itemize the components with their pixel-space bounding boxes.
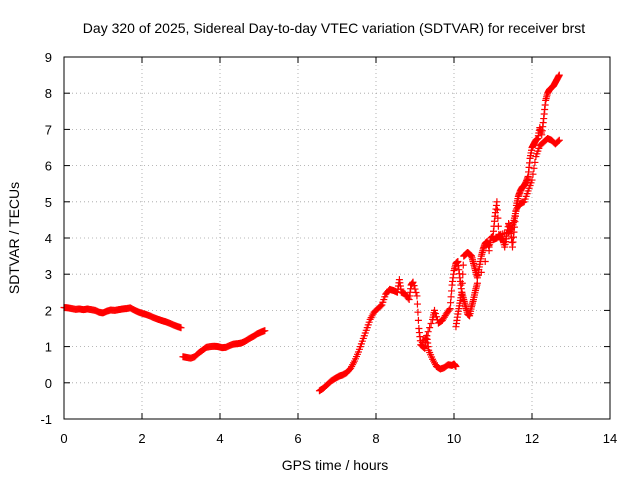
data-point xyxy=(531,158,539,166)
data-point xyxy=(459,270,467,278)
data-point xyxy=(452,363,460,371)
gridlines xyxy=(64,57,610,419)
y-tick-label: 1 xyxy=(45,340,52,355)
x-axis-label: GPS time / hours xyxy=(282,457,389,473)
data-point xyxy=(529,170,537,178)
x-tick-label: 2 xyxy=(138,431,145,446)
x-tick-label: 14 xyxy=(603,431,617,446)
data-point xyxy=(555,136,563,144)
data-point xyxy=(481,258,489,266)
y-tick-label: 3 xyxy=(45,267,52,282)
y-tick-label: 2 xyxy=(45,303,52,318)
data-point xyxy=(412,288,420,296)
data-point xyxy=(414,316,422,324)
y-tick-labels: -1 0 1 2 3 4 5 6 7 8 9 xyxy=(40,50,52,427)
data-point xyxy=(446,305,454,313)
data-point xyxy=(409,278,417,286)
x-tick-label: 8 xyxy=(372,431,379,446)
data-point xyxy=(528,176,536,184)
data-point xyxy=(494,214,502,222)
data-point xyxy=(424,328,432,336)
chart-title: Day 320 of 2025, Sidereal Day-to-day VTE… xyxy=(83,20,585,36)
x-tick-label: 12 xyxy=(525,431,539,446)
series-group xyxy=(417,71,563,349)
y-tick-label: 7 xyxy=(45,122,52,137)
data-point xyxy=(426,324,434,332)
data-point xyxy=(485,247,493,255)
data-point xyxy=(477,268,485,276)
y-tick-label: 9 xyxy=(45,50,52,65)
data-point xyxy=(473,279,481,287)
data-point xyxy=(414,308,422,316)
data-point xyxy=(431,310,439,318)
data-point xyxy=(427,320,435,328)
data-point xyxy=(410,282,418,290)
x-tick-label: 0 xyxy=(60,431,67,446)
data-point xyxy=(447,299,455,307)
y-axis-label: SDTVAR / TECUs xyxy=(6,182,22,294)
data-point xyxy=(555,71,563,79)
data-point xyxy=(445,306,453,314)
series-group xyxy=(452,134,563,331)
x-tick-label: 10 xyxy=(447,431,461,446)
data-point xyxy=(377,302,385,310)
data-point xyxy=(493,198,501,206)
plot-frame xyxy=(63,56,611,420)
x-tick-label: 6 xyxy=(294,431,301,446)
series-group xyxy=(315,276,460,395)
data-point xyxy=(447,293,455,301)
data-point xyxy=(554,137,562,145)
data-series xyxy=(60,71,563,395)
data-point xyxy=(459,261,467,269)
data-point xyxy=(448,287,456,295)
data-point xyxy=(177,324,185,332)
data-point xyxy=(431,306,438,314)
y-tick-label: 6 xyxy=(45,159,52,174)
data-point xyxy=(494,222,502,230)
x-tick-label: 4 xyxy=(216,431,223,446)
y-tick-label: -1 xyxy=(40,412,52,427)
data-point xyxy=(413,300,421,308)
series-group xyxy=(179,327,269,362)
data-point xyxy=(432,313,440,321)
y-tick-label: 5 xyxy=(45,195,52,210)
x-tick-labels: 0 2 4 6 8 10 12 14 xyxy=(60,431,617,446)
data-point xyxy=(458,279,466,287)
y-tick-label: 4 xyxy=(45,231,52,246)
y-tick-label: 0 xyxy=(45,376,52,391)
data-point xyxy=(508,224,516,232)
data-point xyxy=(530,164,538,172)
data-point xyxy=(261,327,269,335)
data-point xyxy=(411,285,419,293)
data-point xyxy=(413,292,421,300)
data-point xyxy=(493,206,501,214)
y-tick-label: 8 xyxy=(45,86,52,101)
data-point xyxy=(423,332,431,340)
series-group xyxy=(60,304,185,332)
